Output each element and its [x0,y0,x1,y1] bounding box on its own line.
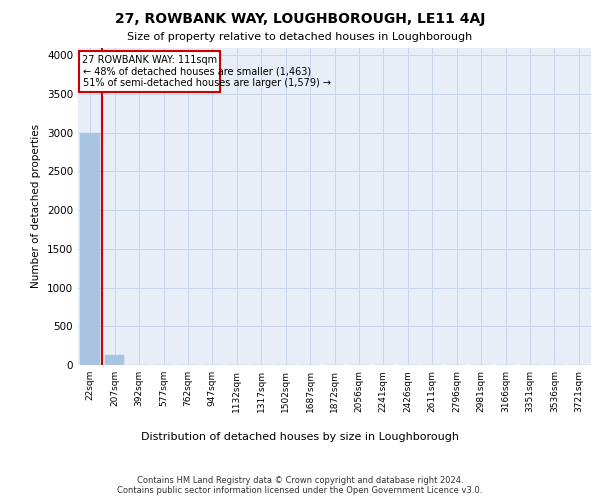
Bar [80,132,100,365]
Bar [105,355,124,365]
Text: Distribution of detached houses by size in Loughborough: Distribution of detached houses by size … [141,432,459,442]
Text: Size of property relative to detached houses in Loughborough: Size of property relative to detached ho… [127,32,473,42]
Y-axis label: Number of detached properties: Number of detached properties [31,124,41,288]
Text: 27, ROWBANK WAY, LOUGHBOROUGH, LE11 4AJ: 27, ROWBANK WAY, LOUGHBOROUGH, LE11 4AJ [115,12,485,26]
FancyBboxPatch shape [79,50,220,92]
Text: 27 ROWBANK WAY: 111sqm: 27 ROWBANK WAY: 111sqm [82,55,217,65]
Text: ← 48% of detached houses are smaller (1,463): ← 48% of detached houses are smaller (1,… [83,66,311,76]
Text: Contains HM Land Registry data © Crown copyright and database right 2024.
Contai: Contains HM Land Registry data © Crown c… [118,476,482,495]
Text: 51% of semi-detached houses are larger (1,579) →: 51% of semi-detached houses are larger (… [83,78,331,88]
